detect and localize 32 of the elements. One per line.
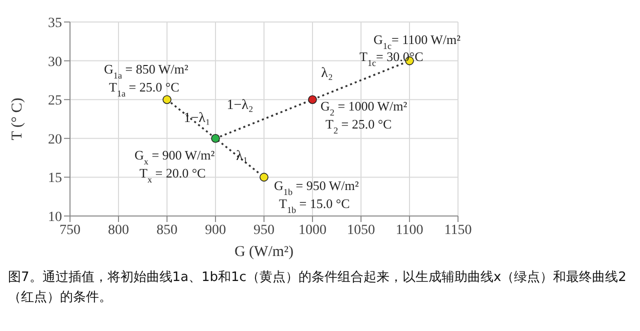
y-tick-label: 15 <box>48 171 62 186</box>
annotation: G$_{1c}$= 1100 W/m² <box>374 32 461 51</box>
x-tick-label: 750 <box>60 222 80 238</box>
annotation: T$_{1c}$= 30.0°C <box>360 48 424 68</box>
x-tick-label: 1000 <box>298 222 326 238</box>
y-tick-label: 25 <box>48 94 62 109</box>
annotation: G$_{x}$ = 900 W/m² <box>134 147 215 166</box>
y-tick-label: 35 <box>48 16 62 31</box>
x-tick-label: 800 <box>108 222 129 238</box>
annotation: G$_{1b}$ = 950 W/m² <box>274 178 359 198</box>
x-tick-label: 1150 <box>444 222 472 238</box>
x-tick-label: 850 <box>156 222 178 238</box>
annotation: 1−λ₂ <box>226 98 254 113</box>
y-tick-label: 10 <box>48 210 62 225</box>
annotation: 1−λ₁ <box>184 111 210 126</box>
annotation: G$_{2}$ = 1000 W/m² <box>320 98 408 118</box>
x-tick-label: 950 <box>254 222 274 238</box>
x-axis-title: G (W/m²) <box>234 244 294 260</box>
y-axis-title: T (° C) <box>9 98 26 140</box>
x-tick-label: 1100 <box>396 222 424 238</box>
x-tick-label: 900 <box>205 222 226 238</box>
y-tick-label: 30 <box>48 54 62 70</box>
annotation: λ₁ <box>236 149 248 164</box>
annotation: T$_{2}$ = 25.0 °C <box>326 116 392 136</box>
annotation: T$_{1a}$ = 25.0 °C <box>109 80 180 99</box>
annotation: T$_{x}$ = 20.0 °C <box>140 165 206 184</box>
annotation: G$_{1a}$ = 850 W/m² <box>104 62 188 81</box>
annotation: T$_{1b}$ = 15.0 °C <box>279 196 350 216</box>
y-tick-label: 20 <box>48 132 62 148</box>
annotation: λ₂ <box>321 66 333 81</box>
caption: 图7。通过插值，将初始曲线1a、1b和1c（黄点）的条件组合起来，以生成辅助曲线x（绿点）和最终曲线2（红点）的条件。 <box>8 269 628 307</box>
x-tick-label: 1050 <box>347 222 375 238</box>
